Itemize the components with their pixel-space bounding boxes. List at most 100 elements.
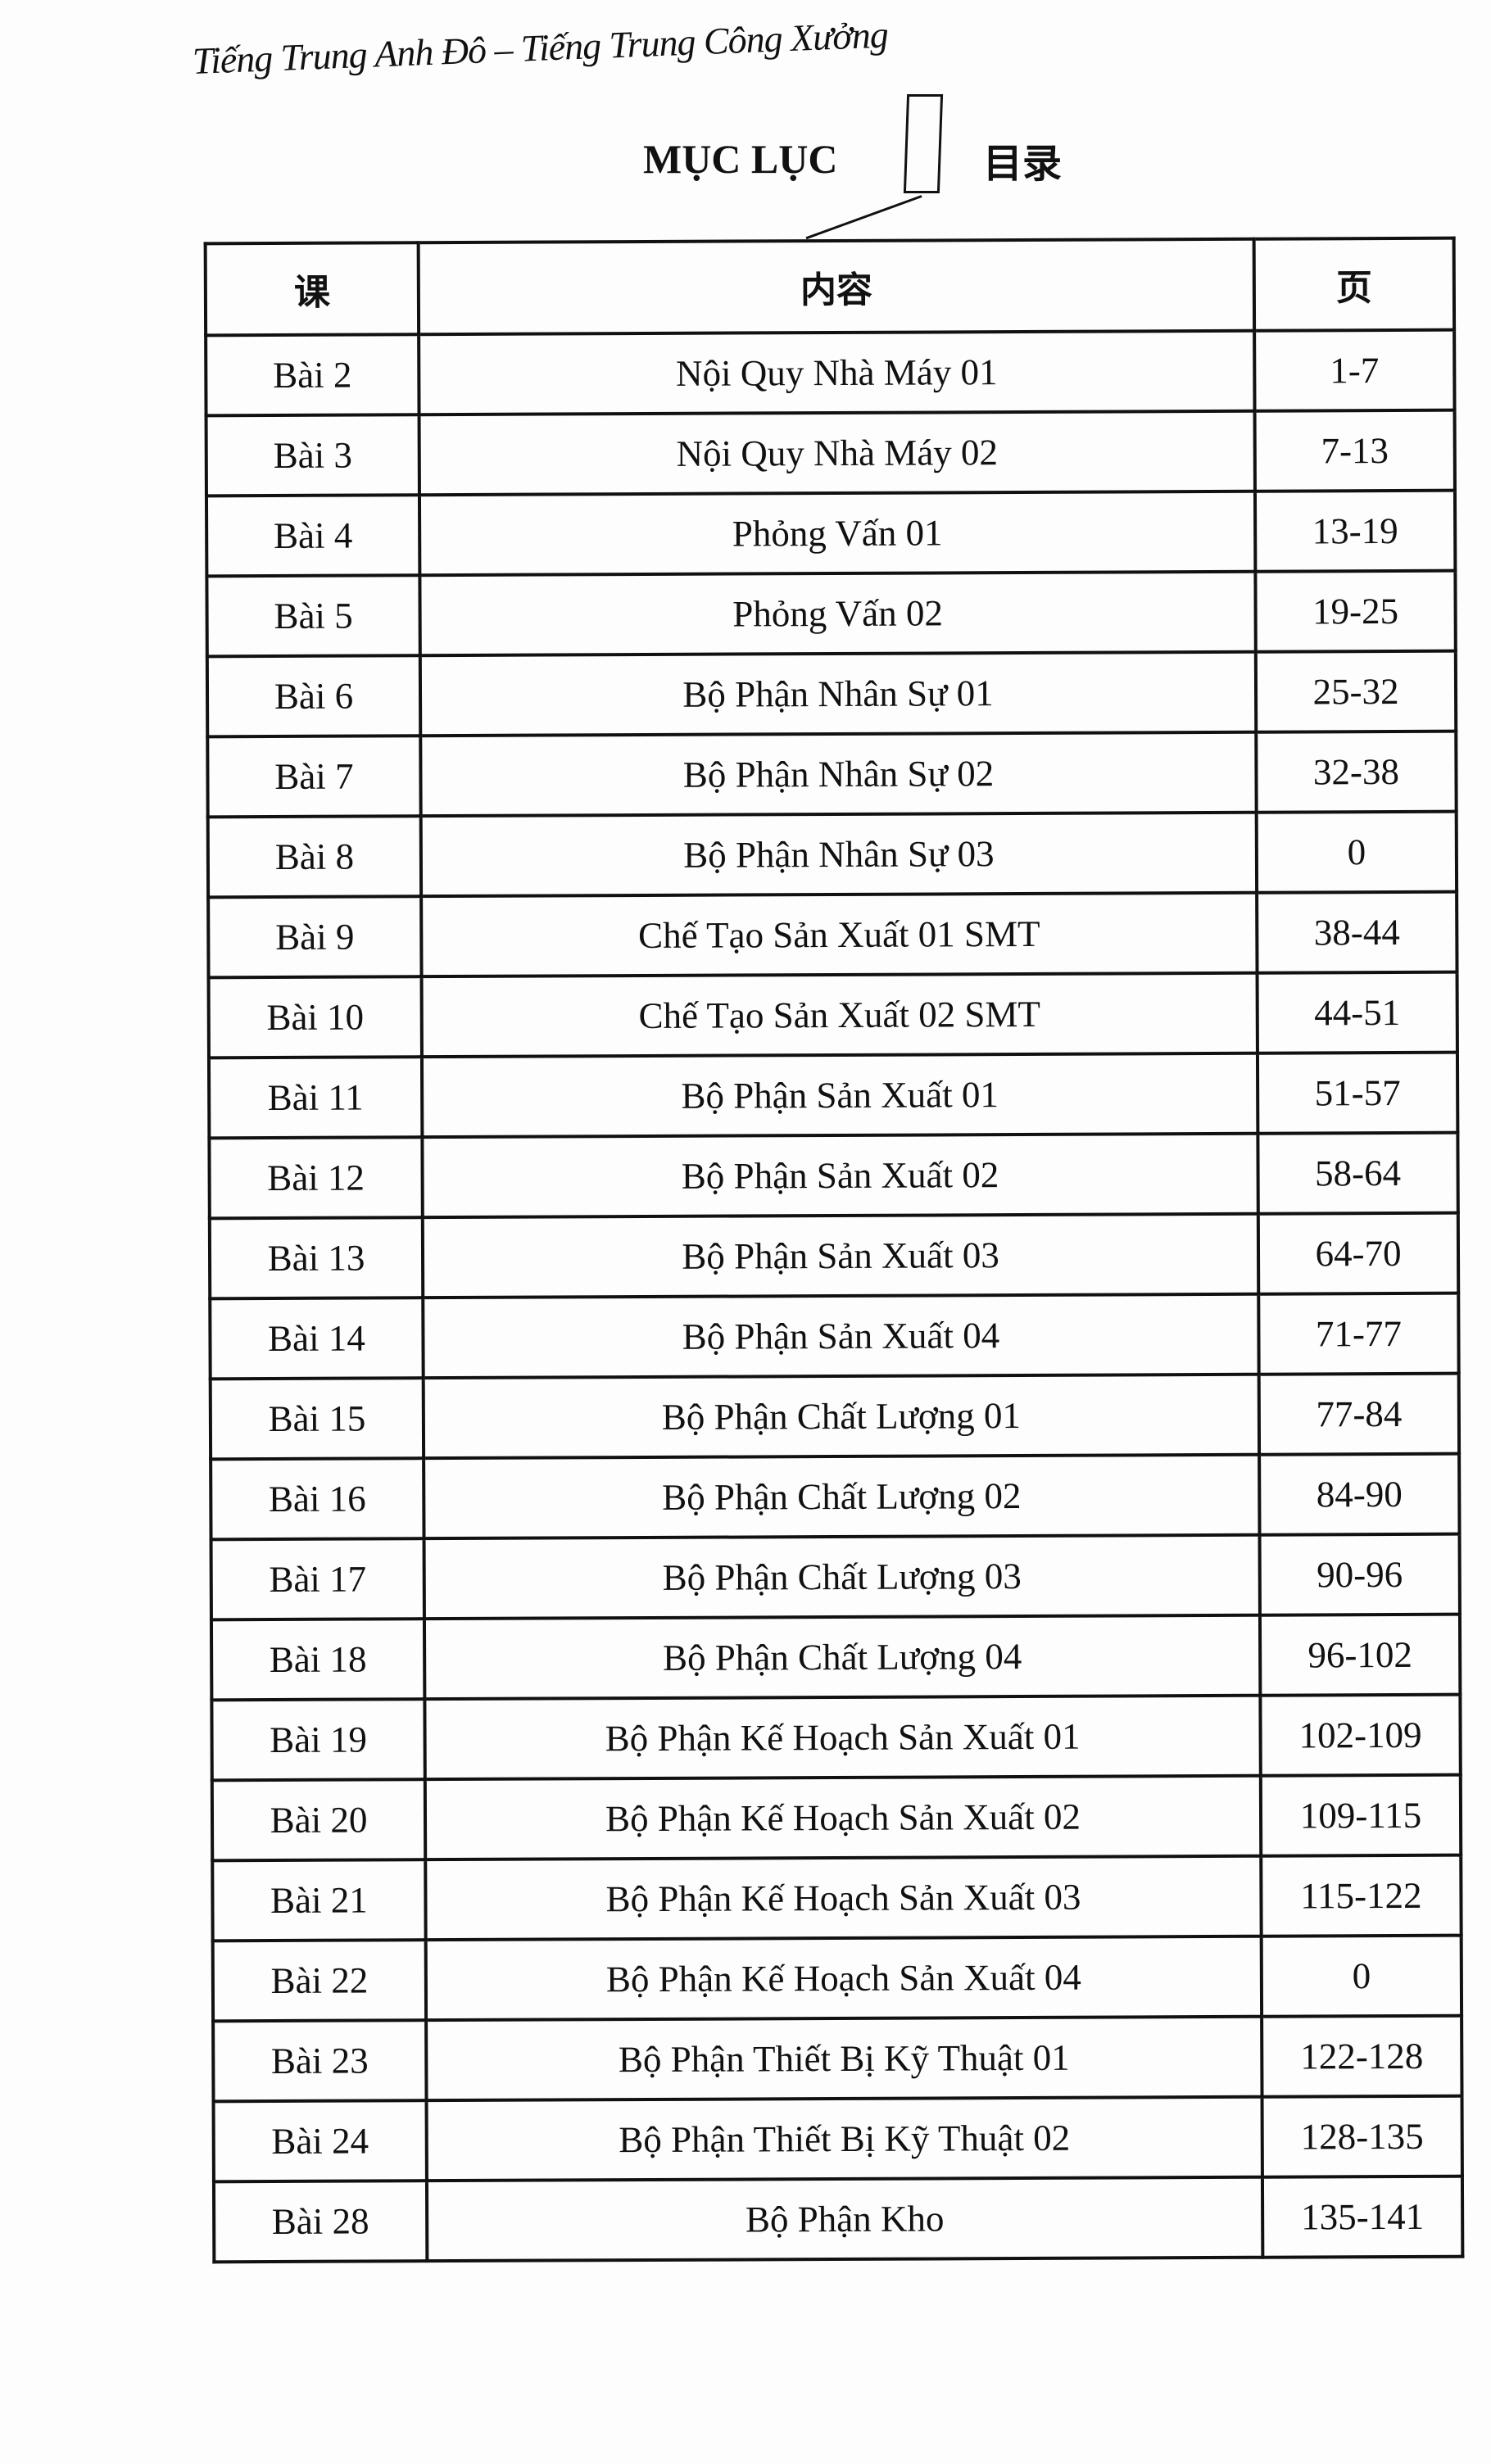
table-row: Bài 11 Bộ Phận Sản Xuất 01 51-57 [208,1052,1458,1139]
lesson-cell: Bài 23 [213,2020,427,2102]
lesson-cell: Bài 5 [206,575,420,657]
table-row: Bài 9 Chế Tạo Sản Xuất 01 SMT 38-44 [208,891,1457,978]
table-row: Bài 2 Nội Quy Nhà Máy 01 1-7 [206,329,1455,416]
callout-line [805,195,922,240]
table-row: Bài 12 Bộ Phận Sản Xuất 02 58-64 [209,1132,1458,1219]
content-cell: Bộ Phận Kế Hoạch Sản Xuất 04 [425,1936,1262,2021]
page-cell: 115-122 [1261,1855,1462,1936]
callout-box [903,94,944,193]
content-cell: Nội Quy Nhà Máy 01 [419,330,1255,415]
table-row: Bài 23 Bộ Phận Thiết Bị Kỹ Thuật 01 122-12… [213,2015,1462,2102]
table-row: Bài 4 Phỏng Vấn 01 13-19 [206,490,1456,577]
contents-table: 课 内容 页 Bài 2 Nội Quy Nhà Máy 01 1-7 Bài 3 Nộ… [204,237,1465,2264]
content-cell: Nội Quy Nhà Máy 02 [419,410,1255,496]
table-row: Bài 20 Bộ Phận Kế Hoạch Sản Xuất 02 109-11… [211,1774,1462,1861]
lesson-cell: Bài 24 [213,2100,427,2182]
table-row: Bài 16 Bộ Phận Chất Lượng 02 84-90 [211,1453,1460,1540]
page-title: MỤC LỤC 目录 [0,94,1491,240]
page-cell: 13-19 [1254,490,1456,572]
lesson-cell: Bài 16 [211,1458,424,1540]
content-cell: Bộ Phận Kho [426,2176,1263,2262]
table-row: Bài 17 Bộ Phận Chất Lượng 03 90-96 [211,1533,1460,1620]
page-cell: 122-128 [1262,2015,1462,2097]
header-page: 页 [1253,238,1455,331]
content-cell: Bộ Phận Kế Hoạch Sản Xuất 02 [424,1775,1262,1860]
page-cell: 58-64 [1258,1132,1458,1214]
lesson-cell: Bài 3 [206,414,419,496]
page-cell: 19-25 [1255,570,1456,652]
title-chinese: 目录 [983,141,1063,187]
page-cell: 90-96 [1259,1533,1460,1615]
table-row: Bài 15 Bộ Phận Chất Lượng 01 77-84 [210,1373,1460,1460]
table-row: Bài 28 Bộ Phận Kho 135-141 [213,2176,1463,2262]
table-row: Bài 8 Bộ Phận Nhân Sự 03 0 [207,811,1457,898]
lesson-cell: Bài 7 [207,736,421,818]
content-cell: Bộ Phận Sản Xuất 04 [423,1293,1259,1379]
table-row: Bài 13 Bộ Phận Sản Xuất 03 64-70 [209,1212,1459,1299]
lesson-cell: Bài 4 [206,495,420,577]
page-cell: 51-57 [1257,1052,1458,1134]
table-row: Bài 14 Bộ Phận Sản Xuất 04 71-77 [210,1293,1459,1379]
content-cell: Chế Tạo Sản Xuất 02 SMT [421,972,1258,1058]
lesson-cell: Bài 6 [206,655,421,737]
table-row: Bài 7 Bộ Phận Nhân Sự 02 32-38 [207,731,1457,818]
page-cell: 44-51 [1257,972,1457,1053]
page-cell: 128-135 [1262,2095,1462,2177]
page-cell: 84-90 [1259,1453,1460,1535]
lesson-cell: Bài 13 [209,1217,424,1299]
content-cell: Bộ Phận Nhân Sự 02 [420,732,1257,817]
content-cell: Phỏng Vấn 01 [419,491,1256,576]
lesson-cell: Bài 2 [206,334,419,416]
lesson-cell: Bài 18 [211,1619,425,1701]
lesson-cell: Bài 10 [208,976,422,1058]
content-cell: Bộ Phận Nhân Sự 03 [420,812,1258,897]
page-cell: 0 [1256,811,1457,893]
page-cell: 25-32 [1255,650,1457,732]
content-cell: Phỏng Vấn 02 [419,571,1256,656]
title-vietnamese: MỤC LỤC [643,136,838,182]
content-cell: Bộ Phận Nhân Sự 01 [419,651,1257,736]
table-row: Bài 19 Bộ Phận Kế Hoạch Sản Xuất 01 102-10… [211,1694,1461,1781]
content-cell: Bộ Phận Sản Xuất 01 [421,1053,1258,1138]
page-cell: 7-13 [1254,410,1455,491]
page-cell: 38-44 [1257,891,1457,973]
lesson-cell: Bài 22 [212,1940,427,2022]
table-row: Bài 18 Bộ Phận Chất Lượng 04 96-102 [211,1614,1461,1701]
content-cell: Bộ Phận Thiết Bị Kỹ Thuật 01 [426,2016,1262,2101]
table-header-row: 课 内容 页 [205,238,1455,336]
page-cell: 102-109 [1260,1694,1461,1776]
page-cell: 109-115 [1260,1774,1462,1856]
content-cell: Chế Tạo Sản Xuất 01 SMT [421,892,1258,977]
page-cell: 96-102 [1259,1614,1461,1696]
content-cell: Bộ Phận Kế Hoạch Sản Xuất 01 [424,1695,1261,1780]
page-cell: 32-38 [1256,731,1457,813]
content-cell: Bộ Phận Chất Lượng 01 [423,1374,1260,1459]
lesson-cell: Bài 12 [209,1137,423,1219]
lesson-cell: Bài 21 [212,1859,426,1941]
lesson-cell: Bài 11 [208,1057,423,1139]
table-row: Bài 5 Phỏng Vấn 02 19-25 [206,570,1456,657]
table-row: Bài 6 Bộ Phận Nhân Sự 01 25-32 [206,650,1457,737]
lesson-cell: Bài 15 [210,1378,424,1460]
lesson-cell: Bài 20 [211,1779,426,1861]
page-cell: 77-84 [1258,1373,1460,1455]
header-content: 内容 [418,238,1255,335]
lesson-cell: Bài 28 [213,2181,428,2262]
content-cell: Bộ Phận Sản Xuất 03 [422,1213,1259,1298]
table-row: Bài 22 Bộ Phận Kế Hoạch Sản Xuất 04 0 [212,1935,1462,2022]
content-cell: Bộ Phận Kế Hoạch Sản Xuất 03 [425,1855,1262,1941]
lesson-cell: Bài 14 [210,1298,424,1379]
lesson-cell: Bài 17 [211,1538,424,1620]
lesson-cell: Bài 8 [207,816,422,898]
page-cell: 1-7 [1254,329,1455,411]
table-row: Bài 3 Nội Quy Nhà Máy 02 7-13 [206,410,1455,496]
content-cell: Bộ Phận Thiết Bị Kỹ Thuật 02 [426,2096,1262,2181]
table-row: Bài 21 Bộ Phận Kế Hoạch Sản Xuất 03 115-12… [212,1855,1462,1941]
table-row: Bài 10 Chế Tạo Sản Xuất 02 SMT 44-51 [208,972,1457,1058]
content-cell: Bộ Phận Sản Xuất 02 [422,1133,1258,1218]
page-cell: 64-70 [1258,1212,1459,1294]
content-cell: Bộ Phận Chất Lượng 04 [424,1615,1261,1700]
page-cell: 0 [1261,1935,1462,2017]
lesson-cell: Bài 19 [211,1699,425,1781]
page-cell: 71-77 [1258,1293,1459,1375]
